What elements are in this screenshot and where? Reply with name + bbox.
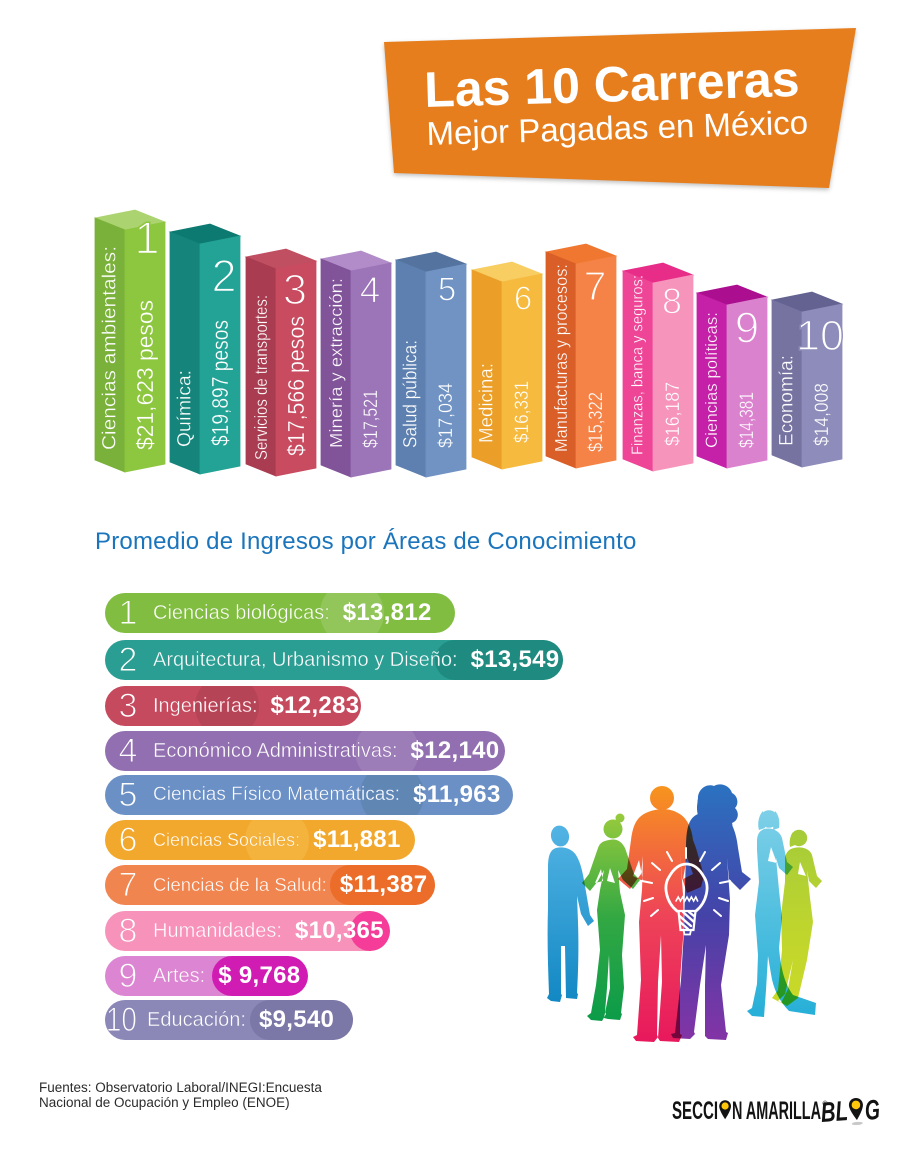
svg-text:SECCI: SECCI (672, 1097, 718, 1125)
svg-text:$19,897 pesos: $19,897 pesos (207, 320, 233, 446)
svg-text:$21,623 pesos: $21,623 pesos (132, 300, 158, 450)
svg-text:9: 9 (735, 304, 759, 353)
svg-text:Salud pública:: Salud pública: (401, 340, 422, 448)
svg-text:2: 2 (211, 251, 236, 302)
svg-text:10: 10 (796, 312, 844, 360)
svg-text:Finanzas, banca y seguros:: Finanzas, banca y seguros: (630, 275, 647, 455)
svg-text:$16,331: $16,331 (511, 381, 533, 443)
svg-text:$17,034: $17,034 (435, 383, 457, 448)
svg-text:$17,521: $17,521 (360, 390, 382, 448)
svg-text:3: 3 (283, 266, 307, 314)
svg-text:Manufacturas y procesos:: Manufacturas y procesos: (551, 264, 571, 452)
svg-text:Economía:: Economía: (777, 355, 798, 446)
svg-text:Ciencias políticas:: Ciencias políticas: (703, 312, 721, 448)
svg-text:Ciencias ambientales:: Ciencias ambientales: (100, 246, 121, 450)
svg-text:G: G (864, 1094, 881, 1126)
svg-text:$17,566 pesos: $17,566 pesos (283, 316, 309, 456)
svg-text:$16,187: $16,187 (662, 382, 684, 446)
svg-text:$14,008: $14,008 (811, 383, 833, 446)
svg-text:1: 1 (134, 213, 159, 264)
svg-text:Servicios de transportes:: Servicios de transportes: (251, 295, 271, 460)
svg-text:6: 6 (514, 280, 532, 317)
svg-text:Minería y extracción:: Minería y extracción: (326, 278, 346, 448)
svg-text:7: 7 (584, 263, 607, 309)
svg-text:N AMARILLA: N AMARILLA (732, 1097, 821, 1125)
svg-text:Medicina:: Medicina: (477, 363, 498, 443)
svg-text:5: 5 (438, 271, 456, 308)
svg-text:®: ® (823, 1100, 829, 1108)
svg-text:8: 8 (662, 281, 682, 322)
svg-text:4: 4 (360, 270, 381, 311)
svg-text:BL: BL (820, 1095, 849, 1128)
svg-text:Química:: Química: (175, 370, 196, 447)
svg-text:$15,322: $15,322 (585, 392, 607, 452)
svg-text:$14,381: $14,381 (736, 392, 758, 448)
